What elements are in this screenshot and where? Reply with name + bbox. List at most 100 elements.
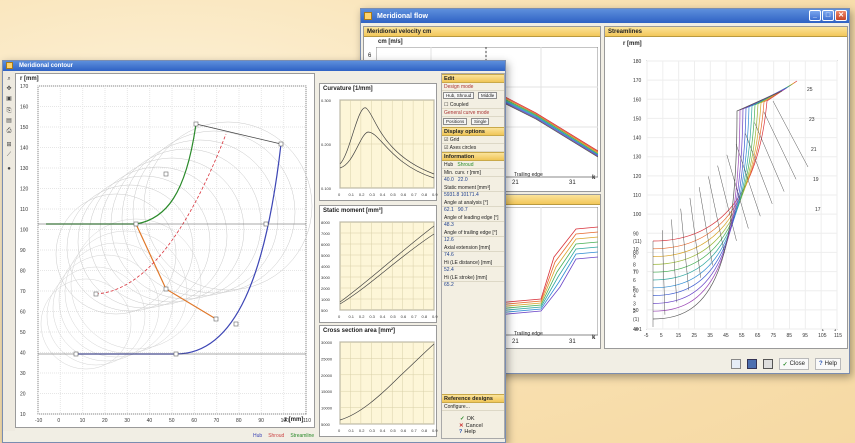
contour-app-icon — [6, 62, 13, 69]
main-xtick: 70 — [214, 418, 220, 424]
pan-icon[interactable]: ✥ — [6, 86, 12, 92]
grid-checkbox[interactable]: ☑ Grid — [442, 136, 504, 144]
streamline — [652, 85, 790, 281]
coupled-checkbox[interactable]: ☐ Coupled — [442, 101, 504, 109]
copy-tool-icon[interactable]: ⎘ — [6, 108, 12, 114]
control-point — [193, 121, 199, 127]
sidebar-help-button[interactable]: ? Help — [459, 429, 483, 435]
streamline-label: 2 — [633, 309, 636, 315]
help-button[interactable]: ? Help — [814, 358, 841, 370]
streamlines-title: Streamlines — [605, 27, 847, 37]
ok-button[interactable]: ✓ OK — [460, 416, 475, 422]
save-tool-icon[interactable]: ▤ — [6, 118, 12, 124]
streamline-label: (1) — [633, 317, 639, 323]
main-ytick: 110 — [20, 207, 28, 213]
contour-titlebar: Meridional contour — [3, 61, 505, 71]
reference-header: Reference designs — [442, 394, 504, 403]
positions-button[interactable]: Positions — [443, 118, 468, 125]
quasi-orthogonal — [671, 219, 678, 303]
middle-button[interactable]: Middle — [477, 92, 498, 99]
ok-label: OK — [466, 416, 475, 422]
close-button[interactable]: ✓ Close — [778, 358, 809, 370]
point-tool-icon[interactable]: ● — [7, 166, 11, 172]
grid-label: Grid — [449, 137, 460, 143]
stream-ytick: 70 — [633, 270, 639, 276]
meridional-contour-window: Meridional contour ⌕ ✥ ▣ ⎘ ▤ ⎙ ⊞ ⟋ ● r [… — [2, 60, 506, 443]
legend-streamline: Streamline — [290, 433, 315, 439]
stream-ytick: 100 — [633, 212, 642, 218]
streamline-label: 6 — [633, 278, 636, 284]
angle-leading-label: Angle of leading edge [°] — [442, 214, 504, 222]
control-point — [93, 291, 99, 297]
floppy-icon[interactable] — [746, 359, 757, 369]
axial-extension-label: Axial extension [mm] — [442, 244, 504, 252]
print-tool-icon[interactable]: ⎙ — [6, 128, 12, 134]
axial-extension-value: 74.6 — [444, 252, 454, 258]
print-icon[interactable] — [762, 359, 773, 369]
chart-ytick: 30000 — [321, 340, 333, 345]
minimize-button[interactable]: _ — [809, 10, 821, 21]
control-point — [278, 141, 284, 147]
stream-xtick: 115 — [834, 333, 842, 339]
close-window-button[interactable]: ✕ — [835, 10, 847, 21]
zoom-icon[interactable]: ⌕ — [7, 76, 11, 82]
chart-xtick: 0.8 — [422, 428, 428, 433]
streamline — [652, 88, 786, 304]
stream-xtick: 65 — [755, 333, 761, 339]
copy-icon[interactable] — [730, 359, 741, 369]
control-point — [163, 171, 169, 177]
configure-button[interactable]: Configure... — [442, 403, 504, 411]
contour-title: Meridional contour — [19, 63, 73, 69]
line-tool-icon[interactable]: ⟋ — [6, 152, 12, 158]
chart-xtick: 0 — [338, 314, 341, 319]
hub-shroud-button[interactable]: Hub, Shroud — [443, 92, 475, 99]
quasi-orthogonal — [680, 208, 690, 291]
maximize-button[interactable]: □ — [822, 10, 834, 21]
control-point — [163, 286, 169, 292]
main-ytick: 40 — [20, 351, 26, 357]
main-xtick: 110 — [303, 418, 311, 424]
control-point — [213, 316, 219, 322]
chart-ytick: 1000 — [321, 297, 331, 302]
streamlines-plot: 180 170 160 150 140 130 120 110 100 90 80 70 60 50 40-… — [633, 59, 842, 339]
streamline-label: 10 — [633, 247, 639, 253]
question-icon: ? — [818, 361, 823, 367]
streamline — [652, 89, 784, 312]
axes-label: Axes circles — [449, 145, 477, 151]
streamline — [652, 90, 783, 320]
velocity-ytick: 6 — [368, 53, 372, 59]
corner-label: i=1 — [635, 327, 642, 333]
lower-xtick-21: 21 — [512, 339, 519, 345]
cancel-button[interactable]: ✕ Cancel — [459, 423, 483, 429]
streamline-label: 5 — [633, 286, 636, 292]
main-xtick: 40 — [147, 418, 153, 424]
single-button[interactable]: Single — [470, 118, 490, 125]
axes-circle — [70, 218, 202, 350]
sidebar-help-label: Help — [464, 429, 476, 435]
chart-xtick: 0.5 — [390, 192, 396, 197]
chart-ytick: 7000 — [321, 231, 331, 236]
stream-xtick: 35 — [707, 333, 713, 339]
le-distance-value: 52.4 — [444, 267, 454, 273]
main-xtick: 0 — [57, 418, 60, 424]
stream-xtick: -5 — [644, 333, 649, 339]
curvature-panel: Curvature [1/mm] 0.300 0.200 0.100 0 0.1 0.2 0… — [319, 83, 438, 201]
stream-xtick: 15 — [676, 333, 682, 339]
chart-xtick: 0.1 — [348, 314, 354, 319]
axes-circle — [46, 266, 146, 366]
axes-circles-checkbox[interactable]: ☑ Axes circles — [442, 144, 504, 152]
stream-ytick: 130 — [633, 155, 642, 161]
axes-circle — [55, 193, 177, 315]
fit-icon[interactable]: ▣ — [6, 96, 12, 102]
chart-ytick: 2000 — [321, 286, 331, 291]
chart-xtick: 0.5 — [390, 428, 396, 433]
chart-ytick: 10000 — [321, 406, 333, 411]
min-curv-shroud: 22.0 — [457, 177, 468, 183]
chart-ytick: 0.100 — [321, 186, 332, 191]
axes-circle — [143, 121, 313, 291]
lower-xtick-31: 31 — [569, 339, 576, 345]
chart-series — [339, 225, 435, 303]
quasi-orthogonal — [754, 122, 785, 192]
quasi-orthogonal — [763, 111, 797, 180]
measure-icon[interactable]: ⊞ — [6, 142, 12, 148]
